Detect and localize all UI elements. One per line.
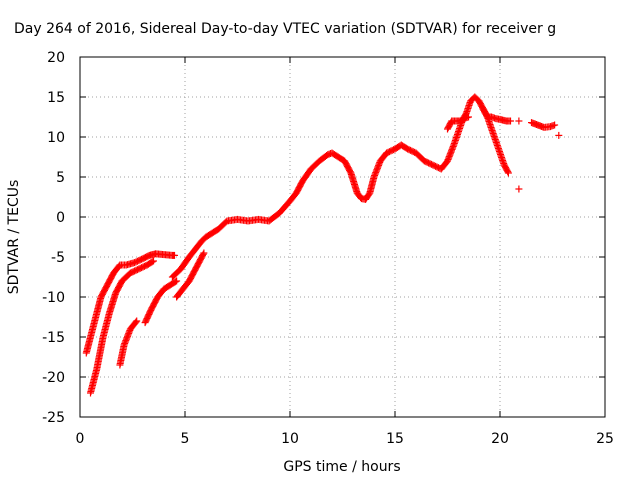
data-point — [551, 121, 559, 129]
data-point — [171, 278, 179, 286]
x-tick-label: 25 — [596, 431, 614, 447]
chart-title: Day 264 of 2016, Sidereal Day-to-day VTE… — [14, 21, 556, 37]
y-tick-label: -5 — [51, 250, 65, 266]
y-tick-label: -15 — [42, 330, 65, 346]
y-tick-label: -20 — [42, 370, 65, 386]
y-tick-label: -10 — [42, 290, 65, 306]
x-tick-label: 10 — [281, 431, 299, 447]
data-point — [504, 169, 512, 177]
data-point — [515, 117, 523, 125]
data-point — [507, 117, 514, 125]
plot-frame — [79, 56, 606, 418]
y-tick-label: 15 — [47, 90, 65, 106]
x-tick-label: 20 — [491, 431, 509, 447]
data-point — [515, 185, 523, 193]
axis-ticks: 0 5 10 15 20 25 -25 -20 -15 -10 -5 0 5 10 15 20 — [42, 50, 614, 447]
x-tick-label: 5 — [181, 431, 190, 447]
data-point — [150, 257, 157, 265]
data-point — [171, 251, 178, 259]
y-tick-label: 0 — [56, 210, 65, 226]
data-points — [82, 93, 563, 397]
y-axis-label: SDTVAR / TECUs — [6, 180, 22, 295]
x-axis-label: GPS time / hours — [283, 459, 400, 475]
data-point — [199, 250, 207, 258]
x-tick-label: 0 — [76, 431, 85, 447]
data-point — [555, 131, 563, 139]
y-tick-label: 20 — [47, 50, 65, 66]
data-point — [200, 249, 208, 257]
data-point — [133, 317, 141, 325]
data-point — [148, 258, 156, 266]
y-tick-label: 5 — [56, 170, 65, 186]
data-point — [132, 318, 140, 326]
y-tick-label: -25 — [42, 410, 65, 426]
data-point — [465, 113, 472, 121]
grid-lines — [80, 57, 605, 417]
x-tick-label: 15 — [386, 431, 404, 447]
y-tick-label: 10 — [47, 130, 65, 146]
data-point — [504, 168, 512, 176]
data-point — [173, 277, 181, 285]
